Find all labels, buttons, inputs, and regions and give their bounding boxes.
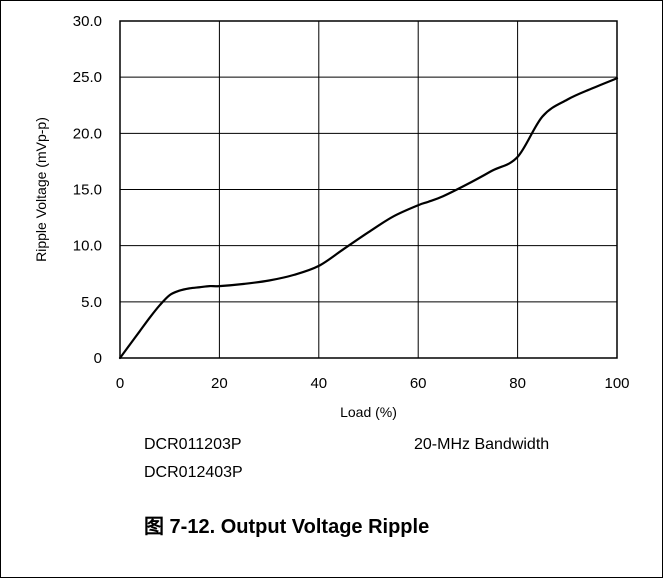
chart-grid [119, 20, 618, 359]
y-tick-label: 10.0 [73, 238, 102, 255]
series-line-ripple [118, 77, 619, 360]
plot-area-border [119, 20, 618, 359]
x-tick-label: 100 [604, 375, 629, 392]
y-tick-label: 25.0 [73, 69, 102, 86]
figure-caption: 图 7-12. Output Voltage Ripple [144, 516, 430, 538]
y-tick-label: 20.0 [73, 125, 102, 142]
x-tick-label: 60 [410, 375, 427, 392]
x-tick-label: 80 [509, 375, 526, 392]
device-name-1: DCR011203P [144, 436, 242, 453]
x-tick-label: 0 [116, 375, 124, 392]
y-tick-labels: 0 5.0 10.0 15.0 20.0 25.0 30.0 [73, 13, 102, 367]
y-tick-label: 30.0 [73, 13, 102, 30]
x-tick-label: 20 [211, 375, 228, 392]
device-name-2: DCR012403P [144, 464, 243, 481]
x-tick-labels: 0 20 40 60 80 100 [116, 375, 630, 392]
y-axis-label: Ripple Voltage (mVp-p) [33, 117, 49, 262]
x-tick-label: 40 [310, 375, 327, 392]
bandwidth-note: 20-MHz Bandwidth [414, 436, 550, 453]
y-tick-label: 0 [94, 350, 102, 367]
y-tick-label: 15.0 [73, 182, 102, 199]
y-tick-label: 5.0 [81, 294, 102, 311]
ripple-chart: 0 20 40 60 80 100 0 5.0 10.0 15.0 20.0 25.0 30.0 Lo… [33, 13, 630, 420]
x-axis-label: Load (%) [340, 404, 397, 420]
